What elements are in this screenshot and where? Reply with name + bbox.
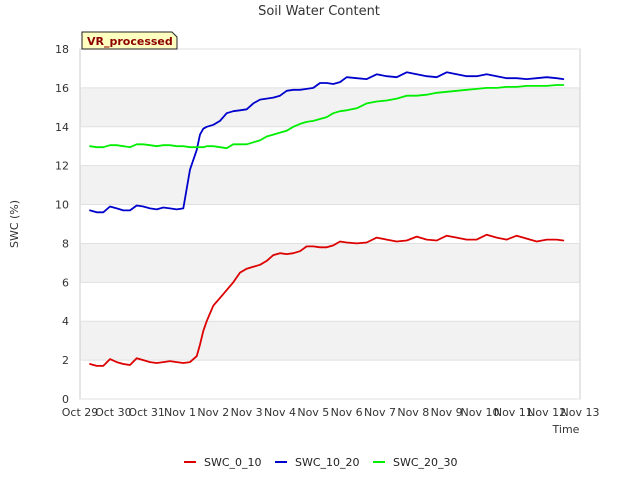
y-tick-label: 16 [55, 82, 69, 95]
series-line-swc-0-10 [89, 233, 565, 367]
y-tick-label: 8 [62, 237, 69, 250]
legend-label: SWC_0_10 [204, 456, 262, 469]
x-tick-label: Nov 12 [527, 406, 566, 419]
legend-label: SWC_10_20 [295, 456, 360, 469]
plot-band [80, 126, 580, 166]
y-tick-label: 0 [62, 393, 69, 406]
x-axis-label: Time [552, 423, 580, 436]
badge-label: VR_processed [87, 35, 173, 48]
y-tick-label: 2 [62, 354, 69, 367]
plot-band [80, 360, 580, 399]
y-tick-label: 6 [62, 276, 69, 289]
plot-band [80, 204, 580, 244]
y-tick-label: 10 [55, 199, 69, 212]
x-tick-label: Nov 1 [164, 406, 196, 419]
x-tick-label: Nov 4 [264, 406, 296, 419]
y-axis-label: SWC (%) [8, 200, 21, 248]
x-tick-label: Nov 3 [231, 406, 263, 419]
x-tick-label: Nov 5 [297, 406, 329, 419]
badge-shape [81, 31, 178, 50]
plot-band [80, 282, 580, 322]
x-tick-label: Oct 29 [62, 406, 99, 419]
legend: SWC_0_10 SWC_10_20 SWC_20_30 [184, 456, 458, 469]
x-tick-label: Nov 11 [494, 406, 533, 419]
x-tick-label: Nov 13 [561, 406, 600, 419]
legend-label: SWC_20_30 [393, 456, 458, 469]
plot-band [80, 243, 580, 283]
x-tick-label: Nov 7 [364, 406, 396, 419]
plot-bands [80, 49, 580, 399]
vr-processed-badge: VR_processed [81, 31, 178, 50]
y-tick-label: 18 [55, 43, 69, 56]
x-tick-label: Oct 31 [128, 406, 165, 419]
chart-title: Soil Water Content [258, 4, 380, 19]
plot-band [80, 87, 580, 127]
x-tick-label: Nov 8 [397, 406, 429, 419]
plot-band [80, 49, 580, 88]
x-tick-label: Nov 6 [331, 406, 363, 419]
y-tick-label: 4 [62, 315, 69, 328]
y-tick-label: 12 [55, 160, 69, 173]
series-line-swc-20-30 [89, 84, 565, 150]
plot-band [80, 321, 580, 361]
series-line-swc-10-20 [89, 71, 565, 214]
y-tick-label: 14 [55, 121, 69, 134]
plot-band [80, 165, 580, 205]
x-tick-label: Nov 2 [197, 406, 229, 419]
x-tick-label: Nov 9 [431, 406, 463, 419]
series-lines [89, 71, 565, 367]
x-tick-label: Oct 30 [95, 406, 132, 419]
x-tick-label: Nov 10 [461, 406, 500, 419]
